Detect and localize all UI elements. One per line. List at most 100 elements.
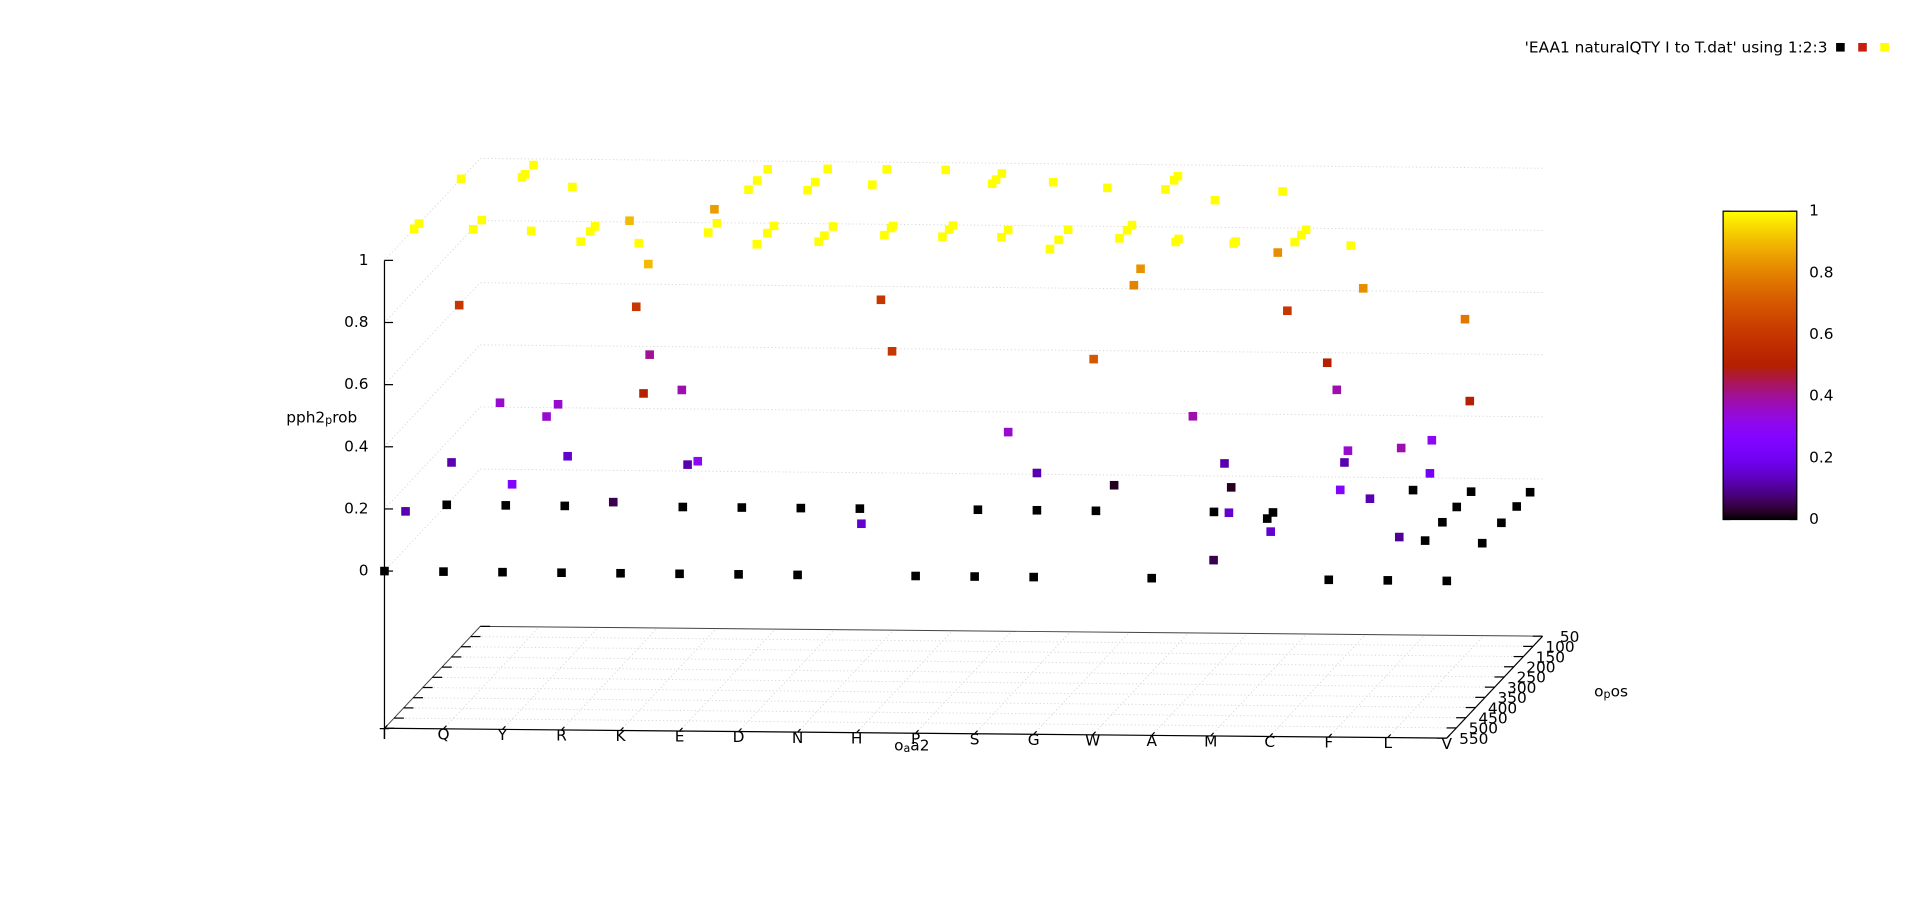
x-tick — [1033, 730, 1037, 735]
point — [454, 300, 464, 310]
x-tick-label: S — [970, 730, 980, 748]
y-tick-label: 550 — [1459, 730, 1488, 748]
grid-line — [1210, 633, 1307, 737]
x-tick — [1092, 731, 1097, 736]
colorbar-tick-label: 0 — [1809, 510, 1819, 528]
point — [1420, 536, 1430, 545]
point — [941, 165, 950, 175]
point — [639, 389, 648, 398]
point — [1466, 487, 1476, 496]
point — [1045, 244, 1055, 254]
point — [693, 456, 703, 466]
y-tick-label: 400 — [1488, 699, 1517, 717]
point — [468, 225, 478, 234]
point — [1224, 508, 1234, 518]
grid-line — [502, 627, 599, 730]
point — [857, 519, 866, 529]
point — [1129, 280, 1139, 290]
x-tick-label: V — [1442, 735, 1453, 753]
point — [1396, 443, 1406, 453]
point — [1425, 469, 1435, 478]
x-tick-label: H — [851, 729, 863, 747]
grid-line — [384, 220, 481, 323]
point — [683, 460, 692, 469]
point — [1032, 468, 1042, 478]
point — [810, 177, 820, 187]
y-tick-label: 300 — [1507, 679, 1536, 697]
x-tick-label: C — [1264, 733, 1275, 751]
point — [644, 259, 653, 269]
point — [876, 295, 886, 305]
y-axis-title-part: os — [1611, 682, 1628, 700]
x-tick-label: M — [1204, 733, 1217, 751]
x-tick — [1269, 733, 1274, 737]
legend-swatch — [1880, 42, 1889, 52]
grid-line — [1033, 632, 1130, 735]
point — [887, 346, 897, 356]
point — [616, 568, 625, 578]
grid-line — [1092, 632, 1189, 736]
grid-line — [738, 629, 835, 732]
z-axis-title-part: p — [325, 414, 332, 427]
point — [560, 501, 570, 511]
x-tick — [502, 725, 506, 730]
x-tick-label: Q — [437, 725, 449, 743]
colorbar-tick-label: 0.4 — [1809, 387, 1833, 405]
grid-line — [403, 707, 1466, 719]
point — [442, 500, 452, 510]
point — [1209, 555, 1218, 565]
point — [1161, 185, 1170, 194]
point — [409, 224, 419, 234]
legend-label: 'EAA1 naturalQTY I to T.dat' using 1:2:3 — [1525, 38, 1828, 56]
grid-line — [443, 626, 540, 730]
point — [880, 230, 889, 240]
point — [1063, 225, 1073, 234]
legend-swatch — [1836, 42, 1845, 52]
point — [938, 232, 947, 242]
x-tick-label: Y — [497, 726, 508, 744]
point — [1226, 483, 1236, 492]
x-tick-label: L — [1383, 734, 1392, 752]
z-tick-label: 0.2 — [344, 499, 368, 517]
z-tick-label: 0.4 — [344, 437, 368, 455]
point — [590, 222, 600, 231]
point — [1452, 502, 1462, 512]
point — [1465, 396, 1475, 406]
point — [439, 567, 448, 576]
point — [737, 503, 747, 512]
point — [542, 412, 551, 421]
point — [796, 503, 806, 513]
grid-line — [1328, 634, 1425, 738]
point — [1442, 576, 1452, 586]
point — [1301, 225, 1311, 235]
point — [1394, 532, 1404, 542]
colorbar-tick-label: 0.2 — [1809, 448, 1833, 466]
colorbar-tick-label: 0.8 — [1809, 263, 1833, 281]
point — [769, 221, 779, 231]
point — [948, 221, 958, 230]
axis-line — [480, 625, 1543, 637]
point — [1268, 508, 1278, 517]
grid-line — [384, 406, 481, 510]
z-axis-title: pph2prob — [286, 408, 357, 427]
y-tick-label: 350 — [1497, 689, 1526, 707]
point — [1048, 177, 1058, 187]
grid-line — [480, 344, 1543, 356]
x-tick — [915, 729, 919, 734]
point — [634, 238, 644, 248]
point — [1266, 527, 1275, 536]
grid-line — [679, 628, 776, 732]
point — [557, 568, 566, 578]
y-tick-label: 50 — [1560, 628, 1580, 646]
point — [1003, 427, 1013, 437]
grid-line — [384, 344, 481, 448]
point — [1477, 538, 1487, 548]
point — [1358, 284, 1368, 293]
point — [763, 228, 772, 238]
point — [1340, 458, 1349, 467]
x-tick-label: G — [1028, 731, 1040, 749]
point — [828, 222, 838, 231]
point — [1003, 225, 1013, 235]
grid-line — [413, 697, 1476, 709]
